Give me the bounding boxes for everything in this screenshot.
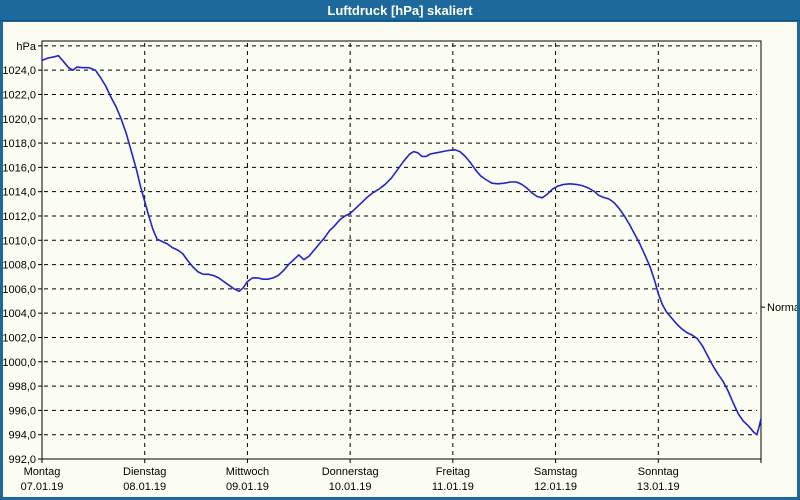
y-axis-label: 996,0 bbox=[8, 405, 36, 417]
x-axis-weekday-label: Samstag bbox=[534, 466, 577, 478]
x-axis-weekday-label: Montag bbox=[24, 466, 61, 478]
x-axis-date-label: 10.01.19 bbox=[329, 481, 372, 493]
y-axis-label: 1020,0 bbox=[3, 114, 36, 126]
window-title: Luftdruck [hPa] skaliert bbox=[327, 2, 473, 18]
normal-marker-label: Normal bbox=[767, 302, 797, 314]
y-axis-label: 998,0 bbox=[8, 381, 36, 393]
y-axis-label: 1004,0 bbox=[3, 308, 36, 320]
y-axis-label: 1018,0 bbox=[3, 138, 36, 150]
y-axis-label: 1016,0 bbox=[3, 162, 36, 174]
y-axis-label: 1024,0 bbox=[3, 65, 36, 77]
plot-border bbox=[41, 40, 762, 460]
x-axis-date-label: 07.01.19 bbox=[21, 481, 64, 493]
y-axis-label: 1002,0 bbox=[3, 332, 36, 344]
x-axis-weekday-label: Dienstag bbox=[123, 466, 166, 478]
unit-label: hPa bbox=[16, 41, 36, 53]
x-axis-date-label: 12.01.19 bbox=[534, 481, 577, 493]
x-axis-weekday-label: Donnerstag bbox=[322, 466, 379, 478]
x-axis-weekday-label: Sonntag bbox=[638, 466, 679, 478]
title-bar: Luftdruck [hPa] skaliert bbox=[0, 0, 800, 21]
y-axis-label: 1022,0 bbox=[3, 89, 36, 101]
y-axis-label: 1008,0 bbox=[3, 260, 36, 272]
x-axis-date-label: 09.01.19 bbox=[226, 481, 269, 493]
y-axis-label: 1014,0 bbox=[3, 187, 36, 199]
x-axis-weekday-label: Freitag bbox=[436, 466, 470, 478]
x-axis-date-label: 08.01.19 bbox=[123, 481, 166, 493]
y-axis-label: 1000,0 bbox=[3, 357, 36, 369]
y-axis-label: 1010,0 bbox=[3, 235, 36, 247]
x-axis-date-label: 11.01.19 bbox=[432, 481, 474, 493]
pressure-line bbox=[41, 54, 762, 436]
y-axis-label: 1012,0 bbox=[3, 211, 36, 223]
y-axis-label: 994,0 bbox=[8, 430, 36, 442]
chart-panel: 992,0 994,0 996,0 998,0 1000,0 1002,0 1004,0 10… bbox=[2, 22, 800, 497]
y-axis-label: 1006,0 bbox=[3, 284, 36, 296]
pressure-chart: 992,0 994,0 996,0 998,0 1000,0 1002,0 1004,0 10… bbox=[2, 40, 800, 493]
x-axis-date-label: 13.01.19 bbox=[637, 481, 680, 493]
y-axis-label: 992,0 bbox=[8, 454, 36, 466]
x-axis-weekday-label: Mittwoch bbox=[226, 466, 269, 478]
